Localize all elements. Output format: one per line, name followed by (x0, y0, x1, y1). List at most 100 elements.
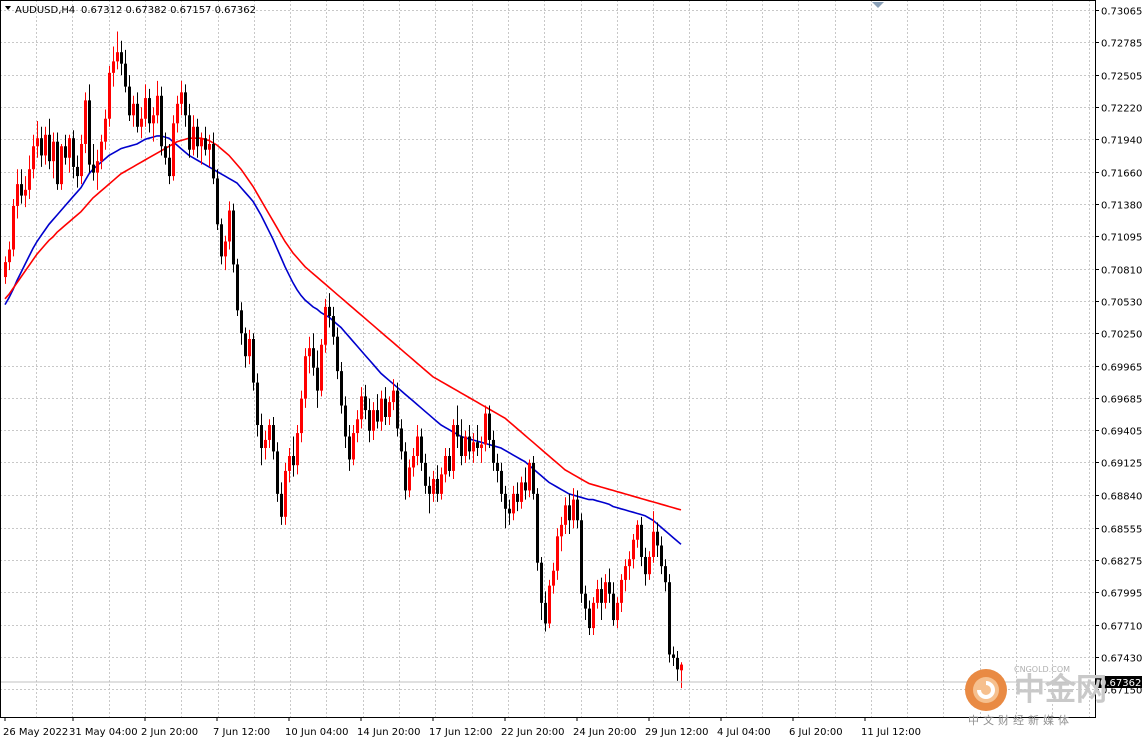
candle (564, 497, 567, 535)
candle (544, 591, 547, 632)
y-tick-label: 0.70530 (1101, 298, 1142, 309)
candle (348, 425, 351, 471)
candle (408, 459, 411, 498)
x-tick-label: 6 Jul 20:00 (789, 727, 843, 738)
candle (560, 516, 563, 552)
candle (572, 488, 575, 529)
candle (480, 436, 483, 463)
candle (128, 75, 131, 122)
candle (436, 465, 439, 502)
watermark: 中金网 CNGOLD.COM 中文财经新媒体 (965, 666, 1107, 727)
y-tick-label: 0.71660 (1101, 169, 1142, 180)
moving-average-line (4, 135, 682, 545)
candle (540, 556, 543, 621)
x-tick-label: 22 Jun 20:00 (501, 727, 565, 738)
candle (596, 579, 599, 609)
candle (640, 516, 643, 567)
candle (492, 430, 495, 471)
candle (592, 597, 595, 635)
candle (316, 350, 319, 408)
candle (384, 387, 387, 426)
candle (88, 84, 91, 173)
candle (460, 419, 463, 466)
candle (112, 46, 115, 87)
candle (664, 559, 667, 592)
moving-averages (4, 135, 682, 545)
x-tick-label: 7 Jun 12:00 (213, 727, 270, 738)
candle (672, 646, 675, 666)
candle (96, 149, 99, 190)
candle (160, 86, 163, 156)
candle (440, 467, 443, 500)
candle (292, 436, 295, 477)
candle (28, 155, 31, 200)
y-tick-label: 0.70250 (1101, 330, 1142, 341)
candle (52, 132, 55, 179)
candle (476, 425, 479, 457)
y-tick-label: 0.70810 (1101, 266, 1142, 277)
candle (260, 413, 263, 466)
candle (432, 470, 435, 502)
candle (648, 551, 651, 580)
candle (152, 107, 155, 142)
symbol-header: AUDUSD,H4 0.67312 0.67382 0.67157 0.6736… (5, 5, 256, 16)
candle (308, 336, 311, 374)
candle (464, 430, 467, 463)
x-tick-label: 29 Jun 12:00 (645, 727, 709, 738)
plot-border (0, 0, 1096, 718)
candle (488, 405, 491, 448)
candle (620, 574, 623, 613)
candle (216, 169, 219, 231)
candle (220, 218, 223, 265)
x-tick-label: 24 Jun 20:00 (573, 727, 637, 738)
price-axis[interactable]: 0.73065 0.72785 0.72505 0.72220 0.71940 0.716… (1095, 7, 1142, 697)
candle (140, 107, 143, 139)
candle (232, 203, 235, 273)
candle (552, 562, 555, 594)
candle (108, 65, 111, 127)
candle (284, 462, 287, 525)
candle (584, 585, 587, 621)
time-axis[interactable]: 26 May 2022 31 May 04:00 2 Jun 20:00 7 Jun … (3, 717, 921, 738)
candle (256, 373, 259, 437)
candle (424, 453, 427, 494)
candle (136, 92, 139, 133)
candle (344, 396, 347, 448)
y-tick-label: 0.68840 (1101, 492, 1142, 503)
triangle-down-icon[interactable] (872, 2, 884, 8)
candle (680, 662, 683, 689)
watermark-name: 中金网 (1014, 672, 1107, 708)
y-tick-label: 0.69405 (1101, 427, 1142, 438)
candle (612, 582, 615, 626)
candle (84, 92, 87, 154)
candle (244, 327, 247, 368)
candle (632, 534, 635, 569)
y-tick-label: 0.71095 (1101, 233, 1142, 244)
candle (272, 417, 275, 460)
candle (8, 241, 11, 271)
candle (44, 126, 47, 165)
candle (536, 488, 539, 571)
candle (404, 442, 407, 500)
candle (428, 476, 431, 514)
y-tick-label: 0.67995 (1101, 589, 1142, 600)
candle (68, 134, 71, 173)
candle (312, 333, 315, 376)
candle (420, 428, 423, 471)
candle (236, 258, 239, 317)
candle (604, 574, 607, 609)
triangle-down-icon[interactable] (5, 6, 11, 10)
candle (32, 134, 35, 179)
watermark-tagline: 中文财经新媒体 (968, 713, 1073, 727)
candle (200, 132, 203, 165)
candle (356, 410, 359, 443)
candle (92, 143, 95, 181)
y-tick-label: 0.67430 (1101, 654, 1142, 665)
candle (184, 84, 187, 127)
candle (228, 201, 231, 250)
candle (56, 132, 59, 190)
candle (240, 302, 243, 345)
